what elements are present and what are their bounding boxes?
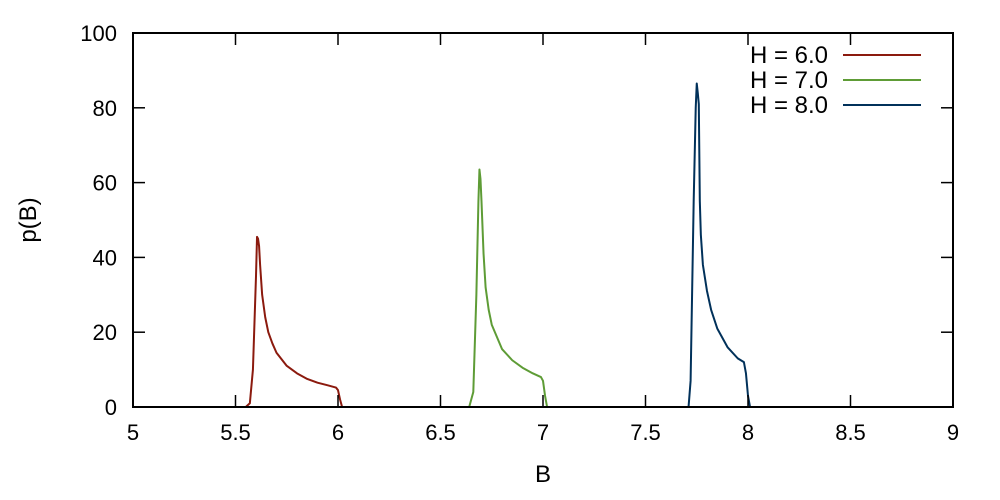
x-tick-label: 8.5 [835, 420, 866, 445]
y-tick-label: 20 [93, 320, 117, 345]
axis-tick-labels: 5 5.5 6 6.5 7 7.5 8 8.5 9 0 20 40 60 80 100 [80, 21, 959, 445]
legend-label-3: H = 8.0 [750, 92, 828, 119]
x-tick-label: 7 [537, 420, 549, 445]
legend-label-2: H = 7.0 [750, 67, 828, 94]
legend: H = 6.0H = 7.0H = 8.0 [750, 42, 921, 119]
series-line-2 [133, 168, 953, 408]
legend-label-1: H = 6.0 [750, 42, 828, 69]
plot-frame [132, 32, 954, 408]
y-tick-label: 100 [80, 21, 117, 46]
y-tick-label: 0 [105, 395, 117, 420]
x-tick-label: 9 [947, 420, 959, 445]
y-tick-label: 60 [93, 171, 117, 196]
y-axis-label: p(B) [15, 197, 42, 242]
x-tick-label: 8 [742, 420, 754, 445]
series-line-1 [133, 235, 953, 408]
x-tick-label: 5.5 [220, 420, 251, 445]
y-tick-label: 80 [93, 96, 117, 121]
x-tick-label: 7.5 [630, 420, 661, 445]
x-tick-label: 6 [332, 420, 344, 445]
axis-ticks [132, 32, 954, 408]
series-line-3 [133, 82, 953, 408]
x-tick-label: 5 [127, 420, 139, 445]
y-tick-label: 40 [93, 245, 117, 270]
x-tick-label: 6.5 [425, 420, 456, 445]
plot-lines [133, 82, 953, 408]
x-axis-label: B [535, 461, 551, 488]
